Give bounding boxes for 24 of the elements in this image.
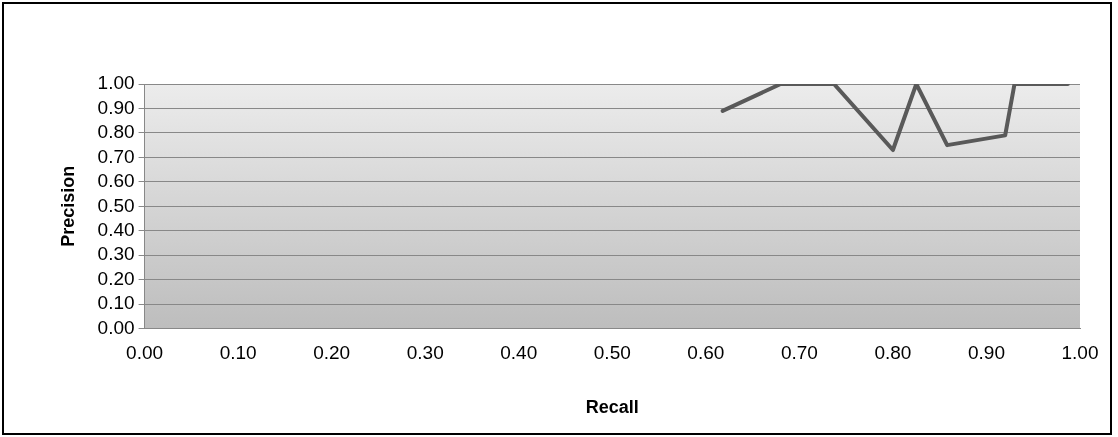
y-tick-label: 1.00: [97, 72, 135, 94]
x-tick-label: 0.70: [780, 342, 818, 364]
x-tick-label: 0.60: [687, 342, 725, 364]
y-tick-label: 0.50: [97, 194, 135, 216]
y-tick-label: 0.30: [97, 243, 135, 265]
x-tick-label: 0.50: [593, 342, 631, 364]
x-axis-title: Recall: [585, 397, 639, 418]
y-tick-label: 0.00: [97, 316, 135, 338]
x-tick-label: 0.80: [874, 342, 912, 364]
y-tick-label: 0.40: [97, 218, 135, 240]
x-tick-label: 0.00: [126, 342, 164, 364]
x-tick-label: 0.40: [500, 342, 538, 364]
x-tick-label: 0.90: [967, 342, 1005, 364]
x-tick-label: 0.10: [219, 342, 257, 364]
y-tick-label: 0.90: [97, 96, 135, 118]
y-tick-label: 0.60: [97, 170, 135, 192]
y-tick-label: 0.80: [97, 121, 135, 143]
y-tick-label: 0.20: [97, 267, 135, 289]
x-tick-label: 0.20: [313, 342, 351, 364]
x-tick-label: 1.00: [1061, 342, 1099, 364]
y-tick-label: 0.10: [97, 292, 135, 314]
x-tick-label: 0.30: [406, 342, 444, 364]
y-axis-title: Precision: [57, 165, 78, 247]
y-tick-label: 0.70: [97, 145, 135, 167]
